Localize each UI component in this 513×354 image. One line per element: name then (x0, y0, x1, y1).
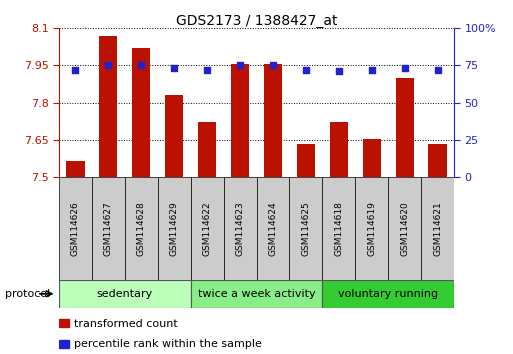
Bar (322, 177, 355, 280)
Text: GSM114629: GSM114629 (170, 201, 179, 256)
Text: GSM114623: GSM114623 (235, 201, 245, 256)
Text: GSM114622: GSM114622 (203, 201, 212, 256)
Point (433, 67, 442, 73)
Text: GSM114625: GSM114625 (301, 201, 310, 256)
Bar (330, 122, 348, 177)
Bar (256, 177, 289, 280)
Bar (59, 177, 92, 280)
Point (334, 69, 343, 74)
Text: GSM114624: GSM114624 (268, 201, 278, 256)
Bar (264, 64, 282, 177)
Text: GSM114626: GSM114626 (71, 201, 80, 256)
Bar (158, 177, 191, 280)
Point (104, 63, 112, 68)
Point (302, 67, 310, 73)
Text: twice a week activity: twice a week activity (198, 289, 315, 299)
Point (170, 65, 179, 71)
Bar (198, 122, 216, 177)
Bar (421, 177, 454, 280)
Bar (132, 48, 150, 177)
Text: GSM114620: GSM114620 (400, 201, 409, 256)
Text: sedentary: sedentary (97, 289, 153, 299)
Text: GDS2173 / 1388427_at: GDS2173 / 1388427_at (176, 14, 337, 28)
Text: protocol: protocol (5, 289, 50, 299)
Bar (388, 177, 421, 280)
Point (71, 67, 80, 73)
Text: transformed count: transformed count (74, 319, 178, 329)
Bar (165, 95, 183, 177)
Text: GSM114627: GSM114627 (104, 201, 113, 256)
Text: GSM114621: GSM114621 (433, 201, 442, 256)
Text: GSM114618: GSM114618 (334, 201, 343, 256)
Bar (92, 177, 125, 280)
Point (203, 67, 211, 73)
Bar (66, 161, 85, 177)
Point (368, 67, 376, 73)
Point (269, 63, 277, 68)
Text: voluntary running: voluntary running (338, 289, 438, 299)
Text: GSM114619: GSM114619 (367, 201, 376, 256)
Bar (224, 177, 256, 280)
Point (236, 63, 244, 68)
Bar (231, 64, 249, 177)
Bar (297, 144, 315, 177)
Text: GSM114628: GSM114628 (137, 201, 146, 256)
Point (137, 63, 145, 68)
Bar (322, 280, 454, 308)
Bar (125, 177, 158, 280)
Bar (59, 340, 69, 348)
Bar (59, 319, 69, 327)
Bar (100, 36, 117, 177)
Bar (363, 138, 381, 177)
Bar (191, 177, 224, 280)
Point (401, 65, 409, 71)
Text: percentile rank within the sample: percentile rank within the sample (74, 339, 262, 349)
Bar (355, 177, 388, 280)
Bar (396, 78, 413, 177)
Bar (289, 177, 322, 280)
Bar (428, 144, 447, 177)
Bar (59, 280, 191, 308)
Bar (191, 280, 322, 308)
